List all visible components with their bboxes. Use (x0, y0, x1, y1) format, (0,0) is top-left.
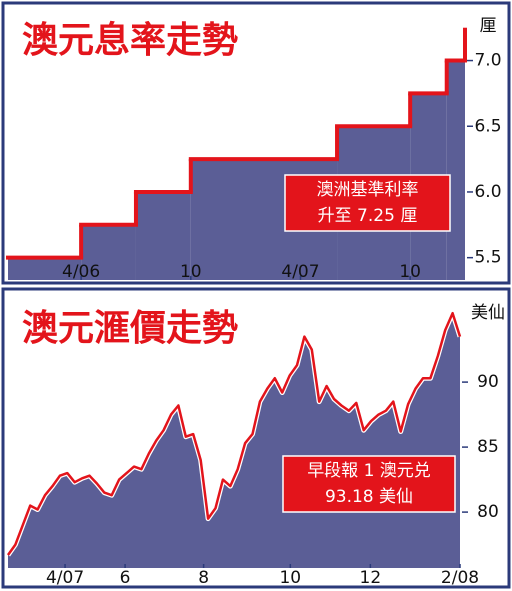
line (6, 311, 462, 556)
annotation: 升至 7.25 厘 (318, 206, 418, 226)
area (446, 60, 465, 280)
x-tick-label: 6 (120, 568, 131, 588)
x-tick-label: 4/06 (62, 262, 100, 282)
y-tick-label: 85 (477, 437, 499, 457)
x-tick-label: 10 (399, 262, 421, 282)
y-tick-label: 7.0 (474, 51, 501, 71)
y-tick-label: 6.0 (474, 182, 501, 202)
y-tick-label: 90 (477, 372, 499, 392)
annotation: 早段報 1 澳元兑 (307, 461, 431, 481)
annotation-box (284, 174, 451, 232)
x-tick-label: 2/08 (441, 568, 479, 588)
charts: 5.5 6.0 6.5 7.0 4/06 10 4/07 10 厘 澳元息率走勢澳洲基準利率升至 … (5, 16, 505, 588)
area (81, 224, 136, 280)
annotation-box (282, 455, 456, 513)
x-tick-label: 4/07 (46, 568, 84, 588)
area (135, 191, 191, 280)
x-tick-label: 4/07 (281, 262, 319, 282)
annotation: 93.18 美仙 (325, 487, 413, 507)
y-axis-unit: 美仙 (471, 303, 505, 323)
x-tick-label: 10 (279, 568, 301, 588)
x-tick-label: 10 (180, 262, 202, 282)
chart-title: 澳元息率走勢 (22, 20, 238, 61)
area (8, 257, 82, 280)
y-tick-label: 6.5 (474, 116, 501, 136)
x-tick-label: 12 (360, 568, 382, 588)
y-axis-unit: 厘 (480, 16, 497, 36)
y-tick-label: 80 (477, 502, 499, 522)
chart-title: 澳元滙價走勢 (22, 308, 238, 349)
x-tick-label: 8 (198, 568, 209, 588)
y-tick-label: 5.5 (474, 248, 501, 268)
annotation: 澳洲基準利率 (317, 180, 419, 200)
